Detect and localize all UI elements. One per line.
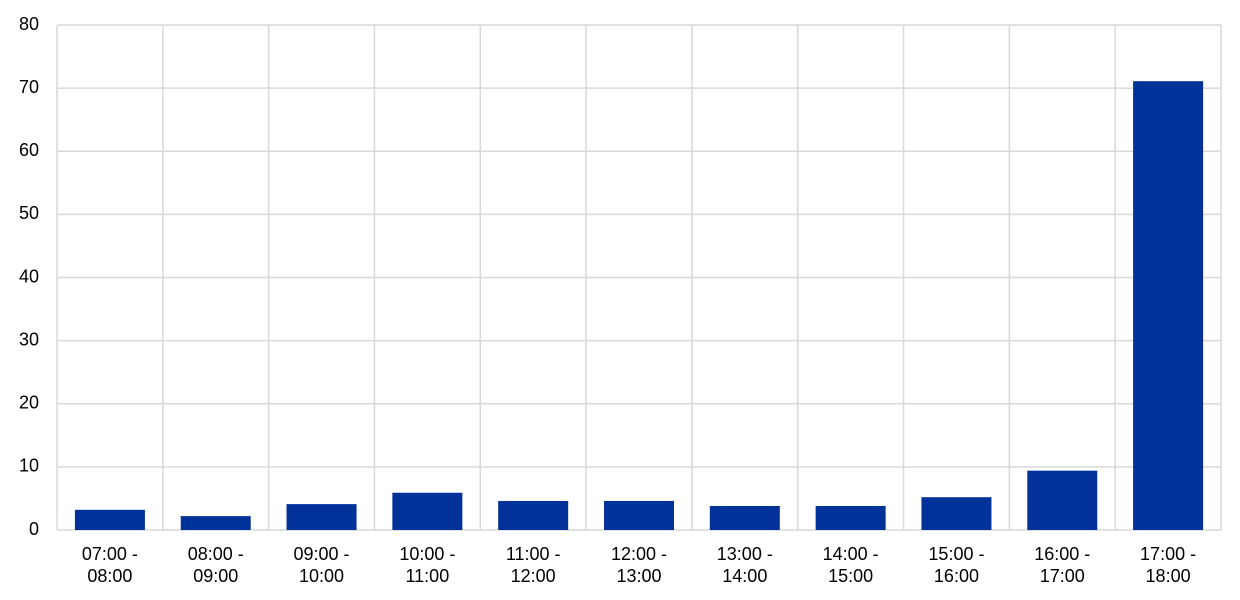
y-tick-label: 40 bbox=[19, 266, 39, 286]
bar bbox=[1133, 81, 1204, 531]
bar bbox=[180, 516, 251, 530]
y-tick-label: 70 bbox=[19, 77, 39, 97]
x-tick-label: 13:00 - 14:00 bbox=[716, 544, 773, 586]
bar bbox=[286, 504, 357, 530]
x-tick-label: 08:00 - 09:00 bbox=[187, 544, 244, 586]
y-tick-label: 80 bbox=[19, 14, 39, 34]
bar bbox=[1027, 470, 1098, 530]
y-tick-label: 20 bbox=[19, 393, 39, 413]
x-tick-label: 17:00 - 18:00 bbox=[1140, 544, 1197, 586]
x-tick-label: 12:00 - 13:00 bbox=[610, 544, 668, 586]
y-tick-label: 60 bbox=[19, 140, 39, 160]
x-tick-label: 14:00 - 15:00 bbox=[822, 544, 879, 586]
bar bbox=[392, 492, 463, 530]
x-tick-label: 15:00 - 16:00 bbox=[928, 544, 985, 586]
y-tick-label: 10 bbox=[19, 456, 39, 476]
x-tick-label: 16:00 - 17:00 bbox=[1034, 544, 1091, 586]
x-tick-label: 11:00 - 12:00 bbox=[505, 544, 561, 586]
x-tick-label: 10:00 - 11:00 bbox=[399, 544, 456, 586]
x-tick-label: 07:00 - 08:00 bbox=[81, 544, 138, 586]
y-tick-label: 0 bbox=[29, 519, 39, 539]
y-tick-label: 30 bbox=[19, 329, 39, 349]
bar bbox=[74, 509, 145, 530]
y-tick-label: 50 bbox=[19, 203, 39, 223]
x-tick-label: 09:00 - 10:00 bbox=[293, 544, 350, 586]
bar bbox=[604, 500, 674, 530]
bar bbox=[921, 497, 992, 530]
bar bbox=[815, 506, 886, 530]
bar bbox=[709, 506, 780, 530]
bar bbox=[498, 500, 569, 530]
